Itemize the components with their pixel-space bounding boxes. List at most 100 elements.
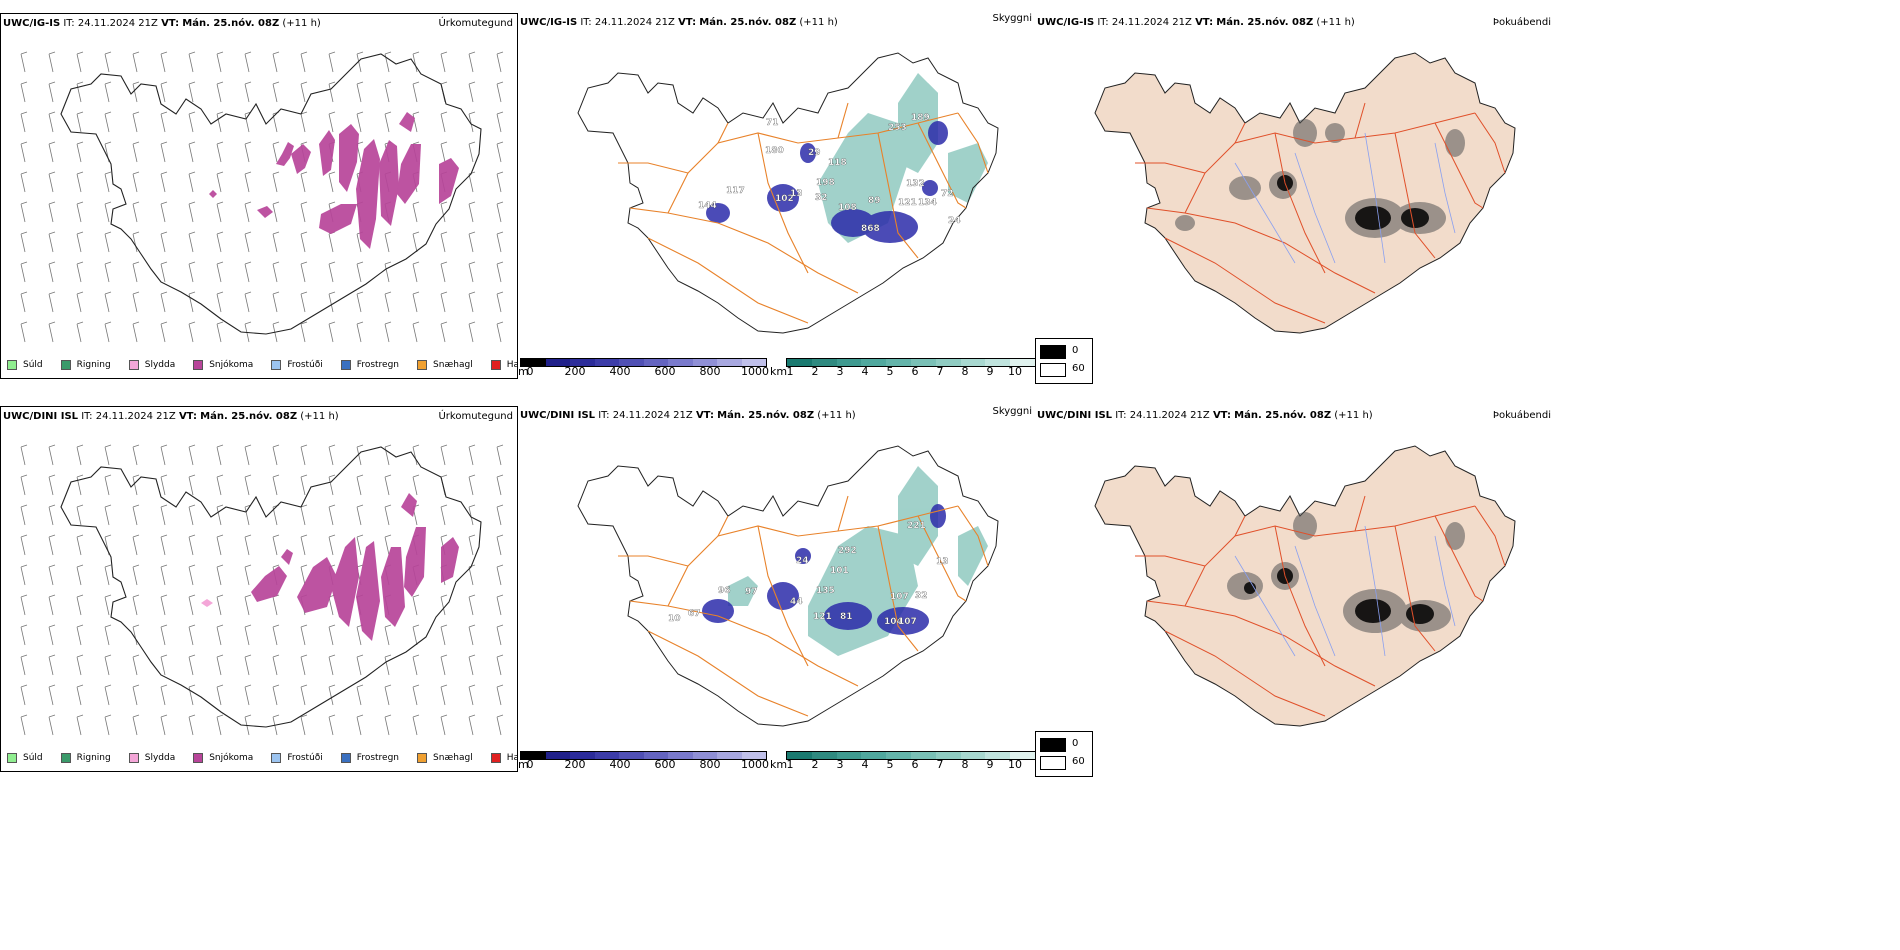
legend-item: Snæhagl [417, 753, 473, 763]
colorbar-segment [668, 359, 693, 366]
colorbar-tick: 2 [811, 758, 819, 771]
ceiling-label: 198 [816, 178, 835, 188]
colorbar-tick: 8 [961, 365, 969, 378]
ceiling-label: 32 [915, 591, 928, 601]
road-line [618, 555, 689, 567]
wind-barb [356, 714, 364, 736]
wind-barb [104, 171, 112, 193]
wind-barb [216, 261, 224, 283]
wind-barb [440, 321, 448, 343]
wind-barb [440, 231, 448, 253]
wind-barb [496, 171, 504, 193]
wind-barb [468, 654, 476, 676]
wind-barb [188, 231, 196, 253]
wind-barb [384, 474, 392, 496]
wind-barb [132, 654, 140, 676]
wind-barb [48, 654, 56, 676]
wind-barb [48, 624, 56, 646]
wind-barb [384, 291, 392, 313]
legend-swatch [193, 753, 204, 763]
wind-barb [384, 654, 392, 676]
wind-barb [48, 231, 56, 253]
wind-barb [468, 474, 476, 496]
river-line [1434, 142, 1456, 234]
wind-barb [412, 624, 420, 646]
wind-barb [496, 291, 504, 313]
panel-title: Skyggni [992, 13, 1032, 24]
ceiling-unit: m [518, 365, 529, 378]
colorbar-segment [861, 359, 887, 366]
wind-barb [496, 231, 504, 253]
wind-barb [300, 654, 308, 676]
wind-barb [412, 594, 420, 616]
wind-barb [244, 474, 252, 496]
wind-barb [440, 111, 448, 133]
panel-title: Þokuábendi [1492, 17, 1551, 28]
wind-barb [412, 261, 420, 283]
wind-barb [300, 564, 308, 586]
wind-barb [328, 291, 336, 313]
wind-barb [216, 51, 224, 73]
wind-barb [188, 564, 196, 586]
wind-barb [412, 321, 420, 343]
wind-barb [496, 684, 504, 706]
wind-barb [300, 714, 308, 736]
wind-barb [216, 654, 224, 676]
wind-barb [160, 624, 168, 646]
wind-barb [468, 624, 476, 646]
road-line [957, 112, 989, 174]
fog-panel-top: UWC/IG-IS IT: 24.11.2024 21Z VT: Mán. 25… [1035, 13, 1555, 338]
wind-barb [216, 564, 224, 586]
ceiling-label: 29 [808, 148, 821, 158]
road-line [1474, 505, 1506, 567]
panel-header: UWC/IG-IS IT: 24.11.2024 21Z VT: Mán. 25… [1037, 17, 1355, 28]
wind-barb [20, 171, 28, 193]
wind-barb [104, 111, 112, 133]
wind-barb [384, 624, 392, 646]
wind-barb [244, 171, 252, 193]
colorbar-segment [1010, 752, 1035, 759]
wind-barb [48, 201, 56, 223]
wind-barb [216, 534, 224, 556]
colorbar-tick: 1 [786, 758, 794, 771]
colorbar-segment [692, 359, 717, 366]
wind-barb [104, 654, 112, 676]
ceiling-unit: m [518, 758, 529, 771]
fog-legend-swatch [1040, 738, 1066, 752]
wind-barb [20, 321, 28, 343]
wind-barb [356, 81, 364, 103]
colorbar-tick: 5 [886, 365, 894, 378]
colorbar-segment [910, 752, 936, 759]
ceiling-label: 292 [838, 546, 857, 556]
wind-barb [328, 51, 336, 73]
colorbar-tick: 4 [861, 758, 869, 771]
legend-swatch [271, 753, 282, 763]
ceiling-label: 121 [813, 612, 832, 622]
wind-barb [216, 141, 224, 163]
precip-legend: Súld Rigning Slydda Snjókoma Frostúði Fr… [7, 360, 517, 370]
wind-barb [104, 444, 112, 466]
road-line [717, 122, 729, 144]
colorbar-tick: 10 [1008, 758, 1022, 771]
legend-swatch [340, 753, 351, 763]
colorbar-tick: 800 [699, 365, 721, 378]
wind-barb [496, 594, 504, 616]
ceiling-colorbar [520, 751, 767, 760]
wind-barb [272, 51, 280, 73]
colorbar-segment [787, 359, 812, 366]
ceiling-label: 97 [745, 587, 758, 597]
wind-barb [468, 141, 476, 163]
wind-barb [216, 81, 224, 103]
legend-item: Rigning [60, 360, 111, 370]
wind-barb [216, 714, 224, 736]
wind-barb [496, 201, 504, 223]
wind-barb [132, 564, 140, 586]
wind-barb [132, 261, 140, 283]
wind-barb [188, 624, 196, 646]
precip-map [20, 444, 504, 736]
fog-legend-label: 0 [1072, 345, 1079, 356]
colorbar-tick: 10 [1008, 365, 1022, 378]
road-line [877, 525, 919, 652]
wind-barb [300, 504, 308, 526]
colorbar-segment [886, 752, 911, 759]
